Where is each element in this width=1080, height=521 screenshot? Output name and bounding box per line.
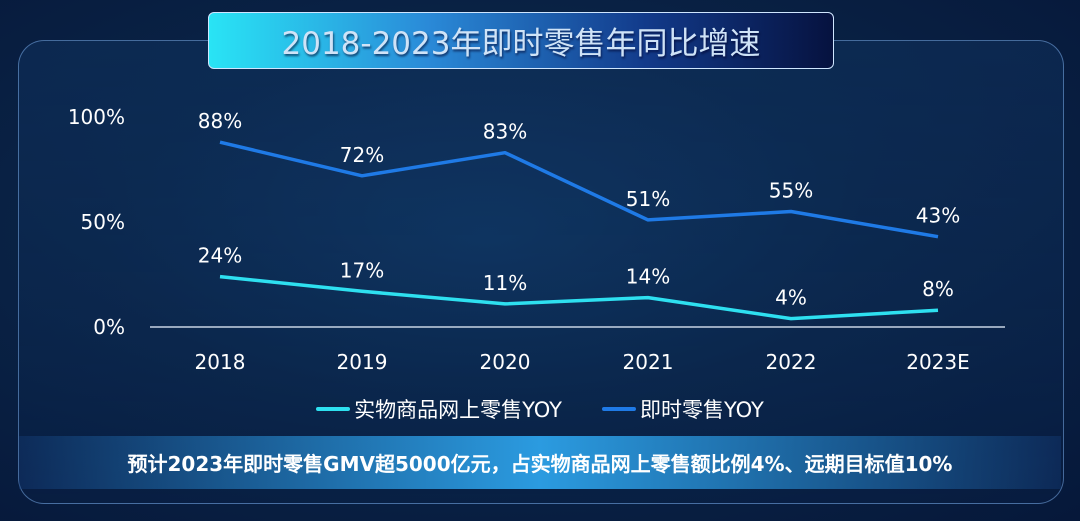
series-line-1 (219, 140, 939, 239)
x-tick-label: 2019 (337, 350, 388, 374)
x-tick-label: 2020 (480, 350, 531, 374)
legend-item-physical: 实物商品网上零售YOY (316, 394, 562, 424)
y-tick-label: 50% (81, 210, 125, 234)
x-tick-label: 2022 (766, 350, 817, 374)
data-label: 51% (626, 187, 670, 211)
legend-label: 实物商品网上零售YOY (354, 398, 562, 422)
data-label: 83% (483, 120, 527, 144)
x-tick-label: 2018 (195, 350, 246, 374)
legend-swatch (602, 407, 636, 411)
data-label: 17% (340, 258, 384, 282)
legend-label: 即时零售YOY (640, 398, 764, 422)
chart-panel (18, 40, 1064, 504)
legend: 实物商品网上零售YOY 即时零售YOY (0, 394, 1080, 424)
series-line-0 (219, 274, 939, 321)
data-label: 4% (775, 286, 807, 310)
legend-swatch (316, 407, 351, 411)
y-tick-label: 0% (93, 315, 125, 339)
data-label: 55% (769, 179, 813, 203)
legend-item-instant: 即时零售YOY (602, 394, 764, 424)
data-label: 11% (483, 271, 527, 295)
data-label: 14% (626, 265, 670, 289)
data-label: 88% (198, 109, 242, 133)
footer-banner: 预计2023年即时零售GMV超5000亿元，占实物商品网上零售额比例4%、远期目… (19, 436, 1061, 489)
data-label: 8% (922, 277, 954, 301)
data-label: 43% (916, 204, 960, 228)
x-tick-label: 2021 (623, 350, 674, 374)
data-label: 24% (198, 244, 242, 268)
footer-note: 预计2023年即时零售GMV超5000亿元，占实物商品网上零售额比例4%、远期目… (127, 452, 953, 476)
y-tick-label: 100% (68, 105, 125, 129)
chart-title: 2018-2023年即时零售年同比增速 (281, 26, 761, 62)
title-box: 2018-2023年即时零售年同比增速 (208, 12, 834, 69)
data-label: 72% (340, 143, 384, 167)
x-tick-label: 2023E (906, 350, 970, 374)
